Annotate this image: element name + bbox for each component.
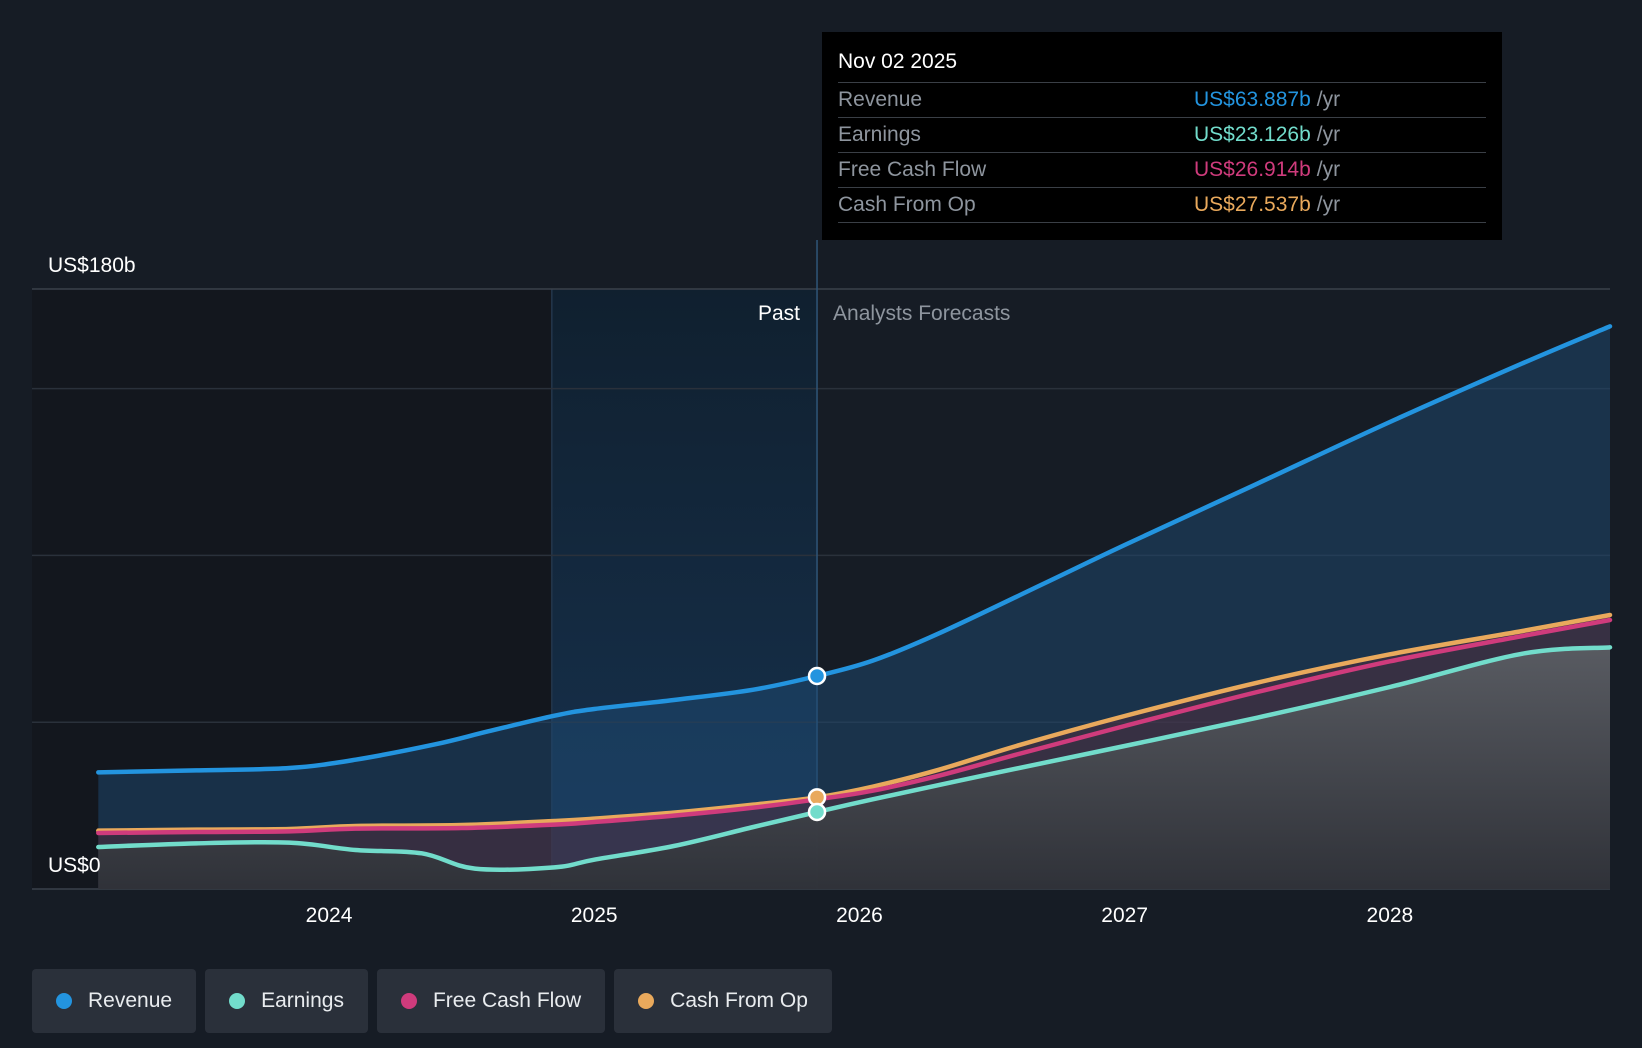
legend-item-cash-from-op[interactable]: Cash From Op — [614, 969, 832, 1033]
tooltip-row-cash-from-op: Cash From Op US$27.537b /yr — [838, 188, 1486, 223]
legend-dot-icon — [56, 993, 72, 1009]
series-line-earnings — [96, 645, 1613, 872]
forecast-label: Analysts Forecasts — [833, 302, 1010, 325]
tooltip-row-revenue: Revenue US$63.887b /yr — [838, 83, 1486, 118]
tooltip-unit: /yr — [1316, 158, 1341, 181]
data-point-revenue — [807, 666, 827, 686]
tooltip-value: US$63.887b — [1194, 88, 1311, 111]
tooltip: Nov 02 2025 Revenue US$63.887b /yr Earni… — [822, 32, 1502, 240]
legend-dot-icon — [229, 993, 246, 1009]
tooltip-date: Nov 02 2025 — [838, 46, 1486, 83]
data-point-earnings — [807, 802, 827, 822]
legend-label: Free Cash Flow — [432, 989, 582, 1012]
tooltip-value: US$23.126b — [1194, 123, 1311, 146]
tooltip-label: Earnings — [838, 123, 921, 146]
x-tick-label: 2025 — [571, 904, 618, 927]
past-label: Past — [758, 302, 800, 325]
tooltip-label: Cash From Op — [838, 193, 976, 216]
x-tick-label: 2027 — [1101, 904, 1148, 927]
x-tick-label: 2028 — [1367, 904, 1414, 927]
legend-dot-icon — [638, 993, 655, 1009]
tooltip-row-earnings: Earnings US$23.126b /yr — [838, 118, 1486, 153]
tooltip-unit: /yr — [1316, 88, 1341, 111]
y-axis-max-label: US$180b — [48, 254, 136, 277]
legend-label: Revenue — [88, 989, 173, 1012]
y-axis-min-label: US$0 — [48, 854, 101, 877]
tooltip-row-free-cash-flow: Free Cash Flow US$26.914b /yr — [838, 153, 1486, 188]
tooltip-value: US$27.537b — [1194, 193, 1311, 216]
legend-item-free-cash-flow[interactable]: Free Cash Flow — [376, 969, 606, 1033]
legend-label: Cash From Op — [670, 989, 808, 1012]
legend-dot-icon — [400, 993, 417, 1009]
legend-item-earnings[interactable]: Earnings — [205, 969, 368, 1033]
x-tick-label: 2026 — [836, 904, 883, 927]
x-tick-label: 2024 — [306, 904, 353, 927]
legend-item-revenue[interactable]: Revenue — [32, 969, 197, 1033]
earnings-area — [98, 647, 1611, 889]
tooltip-unit: /yr — [1316, 123, 1341, 146]
tooltip-label: Free Cash Flow — [838, 158, 987, 181]
tooltip-value: US$26.914b — [1194, 158, 1311, 181]
tooltip-label: Revenue — [838, 88, 923, 111]
legend-label: Earnings — [261, 989, 344, 1012]
legend: Revenue Earnings Free Cash Flow Cash Fro… — [32, 969, 832, 1033]
tooltip-unit: /yr — [1316, 193, 1341, 216]
series-line-revenue — [96, 324, 1613, 775]
